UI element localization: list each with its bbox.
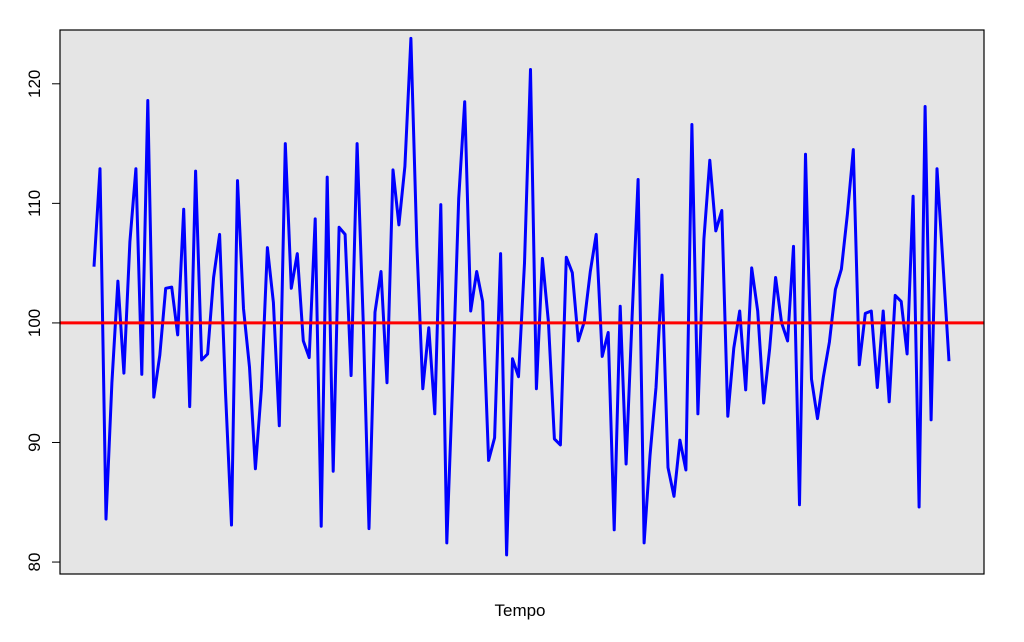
y-tick-label: 100 [25,309,44,337]
x-axis-title: Tempo [494,601,545,620]
y-tick-label: 90 [25,433,44,452]
y-tick-label: 110 [25,190,44,217]
y-tick-label: 80 [25,553,44,572]
y-tick-label: 120 [25,70,44,98]
y-axis: 80 90 100 110 120 [25,70,61,572]
data-layer [60,36,984,557]
series-line [92,36,951,557]
